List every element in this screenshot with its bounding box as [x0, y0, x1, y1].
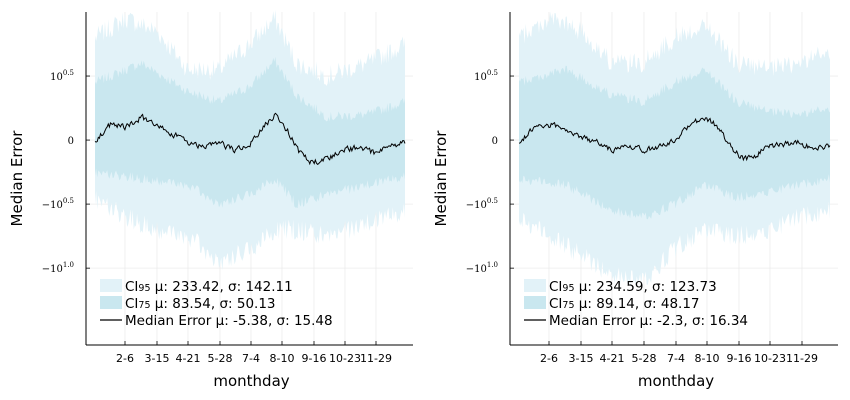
x-tick-label: 4-21	[600, 352, 625, 365]
x-tick-label: 9-16	[727, 352, 752, 365]
y-tick-label: 0	[492, 136, 498, 147]
median-error-line	[518, 117, 831, 162]
y-tick-label: −101.0	[466, 261, 498, 275]
y-axis-title: Median Error	[8, 130, 26, 227]
x-tick-label: 8-10	[695, 352, 720, 365]
y-tick-label: 100.5	[50, 69, 74, 83]
x-tick-label: 2-6	[116, 352, 134, 365]
y-tick-label: −100.5	[466, 197, 498, 211]
y-tick-label: 100.5	[474, 69, 498, 83]
legend-entry: CI75 μ: 83.54, σ: 50.13	[125, 296, 276, 312]
y-tick-label: −100.5	[42, 197, 74, 211]
legend-swatch-ci95	[524, 279, 546, 292]
x-tick-label: 3-15	[569, 352, 594, 365]
chart-panel-2: 100.5 0 −100.5 −101.0 2-6 3-15 4-21 5-28 7-4 8-10…	[432, 11, 838, 390]
legend-entry: CI75 μ: 89.14, σ: 48.17	[549, 296, 700, 312]
y-tick-label: −101.0	[42, 261, 74, 275]
x-tick-label: 11-29	[786, 352, 818, 365]
chart-panel-1: 100.5 0 −100.5 −101.0 2-6 3-15 4-21 5-28 7-4 8-10…	[8, 9, 413, 390]
legend-entry: CI95 μ: 233.42, σ: 142.11	[125, 279, 293, 295]
legend-swatch-ci75	[100, 296, 122, 309]
y-tick-label: 0	[68, 136, 74, 147]
legend-swatch-ci95	[100, 279, 122, 292]
legend-entry: CI95 μ: 234.59, σ: 123.73	[549, 279, 717, 295]
x-tick-label: 4-21	[176, 352, 201, 365]
x-tick-label: 11-29	[360, 352, 392, 365]
median-error-line	[94, 112, 406, 166]
x-tick-label: 7-4	[242, 352, 260, 365]
ci75-band	[95, 56, 405, 209]
x-tick-label: 10-23	[329, 352, 361, 365]
x-axis-title: monthday	[213, 372, 289, 390]
x-tick-label: 5-28	[208, 352, 233, 365]
y-axis-title: Median Error	[432, 130, 450, 227]
x-tick-label: 3-15	[145, 352, 170, 365]
x-tick-label: 8-10	[270, 352, 295, 365]
x-tick-label: 2-6	[540, 352, 558, 365]
legend-entry: Median Error μ: -5.38, σ: 15.48	[125, 313, 333, 329]
x-axis-title: monthday	[638, 372, 714, 390]
x-tick-label: 5-28	[632, 352, 657, 365]
x-tick-label: 9-16	[302, 352, 327, 365]
legend-entry: Median Error μ: -2.3, σ: 16.34	[549, 313, 748, 329]
legend-swatch-ci75	[524, 296, 546, 309]
x-tick-label: 10-23	[754, 352, 786, 365]
x-tick-label: 7-4	[667, 352, 685, 365]
